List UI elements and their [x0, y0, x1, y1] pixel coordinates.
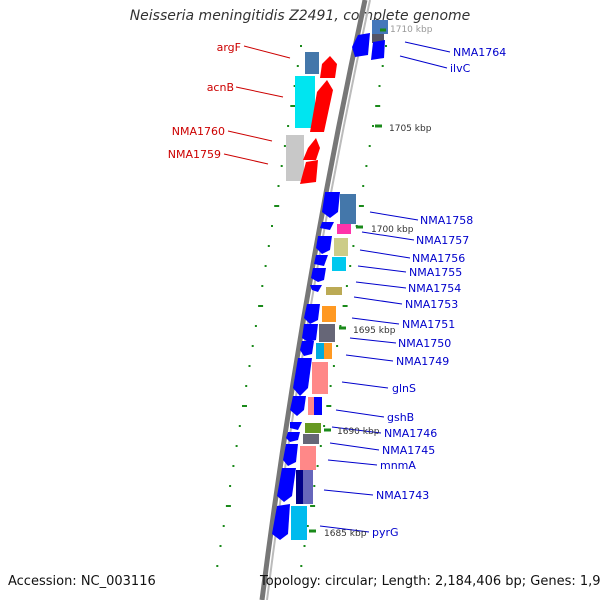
ruler-label: 1690 kbp	[337, 427, 380, 437]
gene-label-NMA1743: NMA1743	[376, 489, 429, 502]
gene-arrow	[290, 396, 306, 416]
gene-label-NMA1754: NMA1754	[408, 282, 461, 295]
gene-block	[372, 33, 384, 43]
gene-arrow	[293, 358, 312, 396]
gene-arrow	[314, 255, 328, 266]
gene-block	[337, 224, 351, 234]
gene-block	[305, 423, 321, 433]
ruler-label: 1700 kbp	[371, 225, 414, 235]
gene-arrow	[304, 304, 320, 324]
gene-label-mnmA: mnmA	[380, 459, 416, 472]
gene-arrow	[302, 324, 318, 342]
gene-features	[272, 20, 388, 540]
gene-labels-right: NMA1764 ilvC NMA1758 NMA1757 NMA1756 NMA…	[372, 46, 506, 539]
gene-label-argF: argF	[217, 41, 241, 54]
gene-block	[286, 135, 304, 181]
ruler-label: 1695 kbp	[353, 326, 396, 336]
gene-arrow	[316, 236, 332, 254]
ruler-label: 1685 kbp	[324, 529, 367, 539]
gene-label-NMA1753: NMA1753	[405, 298, 458, 311]
gene-label-NMA1756: NMA1756	[412, 252, 465, 265]
gene-arrow	[277, 468, 296, 502]
gene-label-glnS: glnS	[392, 382, 416, 395]
gene-label-acnB: acnB	[207, 81, 234, 94]
gene-arrow	[320, 222, 334, 230]
gene-block	[305, 52, 319, 74]
gene-label-pyrG: pyrG	[372, 526, 399, 539]
gene-block	[332, 257, 346, 271]
gene-block	[295, 76, 315, 128]
gene-arrow	[371, 40, 385, 60]
gene-block	[296, 470, 304, 504]
gene-arrow	[290, 422, 302, 430]
gene-block	[340, 194, 356, 224]
gene-label-ilvC: ilvC	[450, 62, 471, 75]
gene-block	[319, 324, 335, 342]
gene-arrow	[283, 444, 298, 466]
gene-label-NMA1746: NMA1746	[384, 427, 437, 440]
ruler-label: 1705 kbp	[389, 124, 432, 134]
gene-labels-left: argF acnB NMA1760 NMA1759	[168, 41, 241, 161]
gene-arrow	[352, 33, 370, 57]
gene-arrow	[303, 138, 320, 160]
gene-block	[324, 343, 332, 359]
gene-block	[372, 20, 388, 34]
accession-label: Accession: NC_003116	[8, 574, 156, 589]
ruler-labels: 1710 kbp 1705 kbp 1700 kbp 1695 kbp 1690…	[324, 25, 433, 539]
gene-block	[300, 446, 316, 470]
gene-arrow	[310, 285, 322, 292]
gene-block	[303, 434, 319, 444]
tick-marks	[216, 45, 387, 567]
gene-arrow	[320, 56, 337, 78]
gene-label-NMA1757: NMA1757	[416, 234, 469, 247]
gene-block	[312, 362, 328, 394]
gene-label-gshB: gshB	[387, 411, 414, 424]
gene-block	[334, 238, 348, 256]
gene-label-NMA1750: NMA1750	[398, 337, 451, 350]
gene-arrow	[300, 160, 318, 184]
ruler-label: 1710 kbp	[390, 25, 433, 35]
gene-label-NMA1760: NMA1760	[172, 125, 225, 138]
gene-arrow	[300, 341, 314, 356]
gene-label-NMA1764: NMA1764	[453, 46, 506, 59]
gene-label-NMA1745: NMA1745	[382, 444, 435, 457]
gene-label-NMA1758: NMA1758	[420, 214, 473, 227]
gene-block	[316, 343, 326, 359]
gene-label-NMA1749: NMA1749	[396, 355, 449, 368]
gene-arrow	[311, 268, 326, 282]
gene-block	[308, 397, 316, 415]
gene-label-NMA1755: NMA1755	[409, 266, 462, 279]
gene-label-NMA1751: NMA1751	[402, 318, 455, 331]
gene-label-NMA1759: NMA1759	[168, 148, 221, 161]
gene-block	[322, 306, 336, 322]
gene-arrow	[286, 432, 300, 442]
gene-arrow	[310, 80, 333, 132]
gene-block	[303, 470, 313, 504]
gene-arrow	[322, 192, 340, 218]
ruler-ticks	[309, 28, 386, 533]
genome-summary: Topology: circular; Length: 2,184,406 bp…	[260, 574, 600, 589]
gene-block	[326, 287, 342, 295]
gene-block	[314, 397, 322, 415]
leader-lines	[223, 41, 451, 533]
gene-arrow	[272, 504, 290, 540]
gene-block	[291, 506, 307, 540]
